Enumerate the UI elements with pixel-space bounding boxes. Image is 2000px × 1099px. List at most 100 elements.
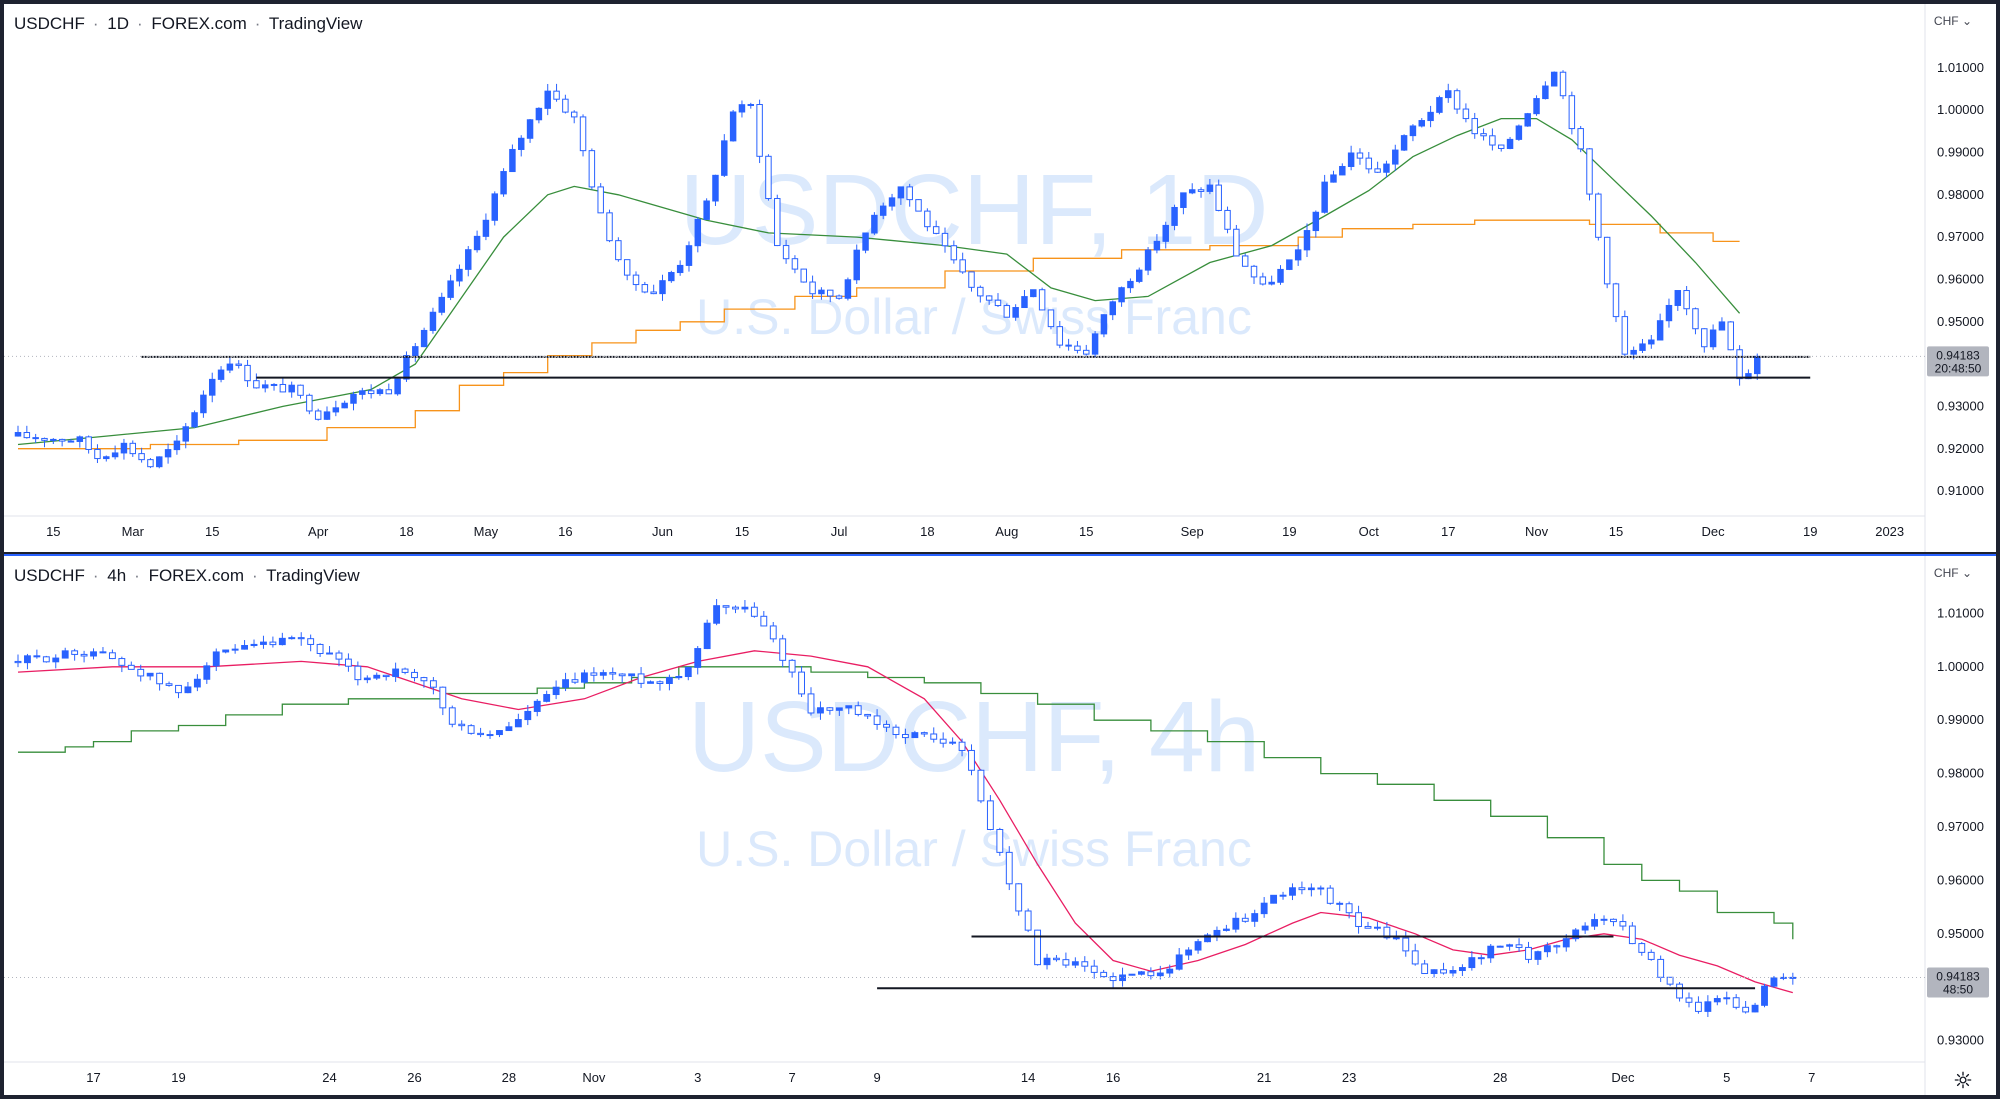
- candle-body: [791, 258, 799, 270]
- candle: [1506, 136, 1514, 150]
- candle-body: [341, 402, 348, 409]
- pane-divider[interactable]: [0, 552, 2000, 554]
- candle: [930, 727, 938, 743]
- candle: [1279, 891, 1287, 900]
- candle: [76, 435, 84, 448]
- candle: [807, 687, 815, 716]
- candle: [1251, 909, 1259, 927]
- candles: [14, 599, 1797, 1018]
- candle-body: [344, 658, 352, 667]
- candle: [1497, 144, 1505, 152]
- candle-body: [1666, 976, 1674, 985]
- legend-interval: 4h: [107, 566, 127, 585]
- candle: [1542, 81, 1549, 100]
- 4h-candlestick-chart[interactable]: USDCHF, 4h U.S. Dollar / Swiss Franc 1.0…: [4, 556, 1996, 1095]
- candle: [1260, 897, 1268, 918]
- candle-body: [552, 686, 560, 696]
- candle: [1162, 221, 1169, 249]
- candle: [231, 644, 239, 654]
- candle: [1694, 996, 1702, 1014]
- candle: [1453, 88, 1461, 114]
- candle-body: [750, 606, 758, 617]
- candle: [1639, 338, 1646, 353]
- candle-body: [721, 140, 728, 176]
- chart-pane-daily[interactable]: USDCHF · 1D · FOREX.com · TradingView CHF ⌄…: [4, 4, 1996, 552]
- candle: [1770, 975, 1778, 988]
- candle-body: [1525, 946, 1532, 960]
- candle: [120, 438, 128, 460]
- price-tick-label: 0.92000: [1937, 441, 1984, 456]
- candle-body: [826, 707, 834, 711]
- candle-body: [392, 668, 400, 678]
- candle: [1374, 161, 1381, 173]
- candle-body: [950, 245, 958, 261]
- legend-brand: TradingView: [268, 14, 363, 33]
- candle: [1445, 83, 1452, 103]
- candle-body: [1213, 929, 1221, 936]
- candle-body: [1497, 144, 1505, 149]
- candle-body: [1188, 189, 1196, 194]
- candle: [1138, 971, 1145, 976]
- candle-body: [1197, 189, 1205, 192]
- candle: [270, 383, 278, 391]
- candle-body: [1043, 957, 1051, 966]
- candle: [1005, 846, 1013, 891]
- price-tick-label: 0.99000: [1937, 145, 1984, 160]
- candle: [1213, 926, 1221, 942]
- candle-body: [231, 648, 239, 651]
- candle: [977, 769, 985, 804]
- candle: [765, 154, 772, 201]
- candle: [1789, 972, 1797, 985]
- currency-button[interactable]: CHF ⌄: [1930, 12, 1976, 30]
- candle: [656, 680, 664, 691]
- candle-body: [420, 329, 428, 348]
- candle: [1175, 947, 1183, 971]
- candle-body: [1392, 149, 1399, 165]
- gear-icon[interactable]: [1954, 1071, 1972, 1089]
- candle: [127, 661, 135, 670]
- candle-body: [1568, 95, 1576, 130]
- candle-body: [818, 289, 825, 295]
- candle-body: [401, 668, 409, 673]
- candle-body: [1704, 1001, 1712, 1012]
- candle: [111, 445, 119, 460]
- candle-body: [24, 655, 31, 664]
- candle-body: [1600, 918, 1608, 921]
- currency-button[interactable]: CHF ⌄: [1930, 564, 1976, 582]
- candle: [694, 216, 702, 253]
- candle: [1090, 959, 1098, 979]
- candle: [1392, 144, 1399, 171]
- candle-body: [977, 286, 984, 297]
- candle-body: [1603, 236, 1611, 285]
- candle: [1713, 995, 1721, 1006]
- candle: [675, 674, 683, 680]
- symbol-legend[interactable]: USDCHF · 1D · FOREX.com · TradingView: [14, 14, 363, 33]
- candle-body: [438, 296, 446, 313]
- candle: [1074, 340, 1081, 354]
- candle: [288, 381, 295, 398]
- candle-body: [694, 218, 702, 247]
- daily-candlestick-chart[interactable]: USDCHF, 1D U.S. Dollar / Swiss Franc 1.0…: [4, 4, 1996, 552]
- candle-body: [1543, 945, 1551, 953]
- candle-body: [1303, 230, 1311, 251]
- candle-body: [1506, 944, 1514, 947]
- symbol-legend[interactable]: USDCHF · 4h · FOREX.com · TradingView: [14, 566, 360, 585]
- candle-body: [41, 437, 48, 441]
- candle-body: [1515, 125, 1523, 140]
- candle: [1038, 287, 1046, 311]
- candle: [465, 246, 472, 277]
- candle-body: [1656, 320, 1664, 341]
- candle-body: [373, 674, 381, 679]
- candle: [429, 677, 437, 695]
- candle-body: [429, 311, 437, 331]
- candle: [1364, 921, 1372, 929]
- candle-body: [1277, 268, 1284, 283]
- candle: [1553, 944, 1561, 954]
- legend-brand: TradingView: [266, 566, 360, 585]
- candle-body: [103, 456, 110, 460]
- candle-body: [1312, 211, 1320, 232]
- candle: [138, 447, 145, 463]
- chart-pane-4h[interactable]: USDCHF · 4h · FOREX.com · TradingView CHF ⌄…: [4, 554, 1996, 1095]
